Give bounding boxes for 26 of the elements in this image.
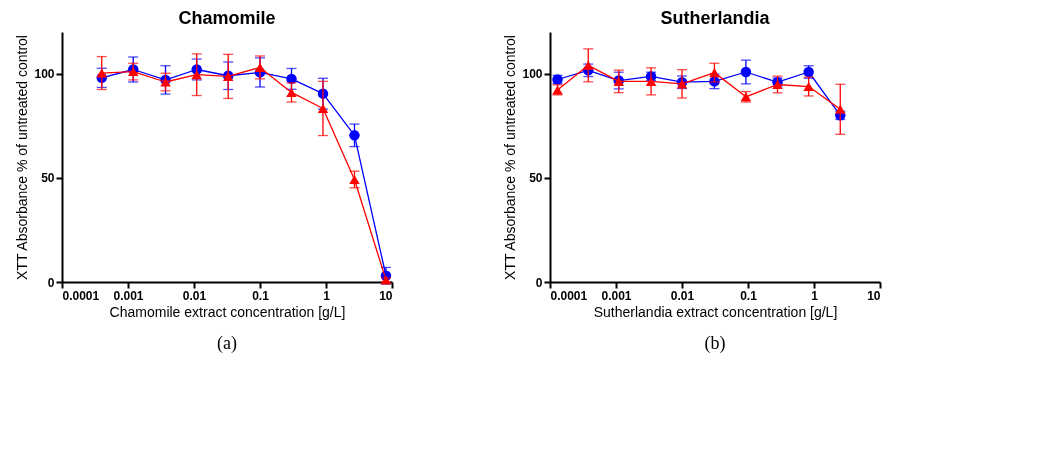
x-tick-label: 0.001 [113, 288, 144, 303]
text: (a) [217, 333, 237, 354]
x-tick-label: 0.1 [252, 288, 270, 303]
y-tick-label: 50 [529, 171, 543, 186]
x-tick-label: 0.01 [182, 288, 207, 303]
text: (b) [704, 333, 726, 354]
x-tick-label: 1 [323, 288, 331, 303]
y-tick-label: 50 [41, 171, 55, 186]
chart-title: Chamomile [178, 8, 276, 28]
x-tick-label: 0.0001 [62, 288, 100, 303]
x-tick-label: 1 [811, 288, 819, 303]
x-tick-label: 0.0001 [550, 288, 588, 303]
x-tick-label: 10 [379, 288, 393, 303]
x-tick-label: 0.001 [601, 288, 632, 303]
x-axis-title: Sutherlandia extract concentration [g/L] [593, 303, 838, 320]
y-tick-label: 100 [522, 67, 543, 82]
x-tick-label: 0.01 [670, 288, 695, 303]
chart-title: Sutherlandia [660, 8, 771, 28]
y-axis-title: XTT Absorbance % of untreated control [14, 35, 31, 280]
y-axis-title: XTT Absorbance % of untreated control [502, 35, 519, 280]
x-tick-label: 0.1 [740, 288, 758, 303]
y-tick-label: 0 [47, 275, 55, 290]
y-tick-label: 100 [34, 67, 55, 82]
x-axis-title: Chamomile extract concentration [g/L] [109, 303, 346, 320]
x-tick-label: 10 [867, 288, 881, 303]
y-tick-label: 0 [535, 275, 543, 290]
